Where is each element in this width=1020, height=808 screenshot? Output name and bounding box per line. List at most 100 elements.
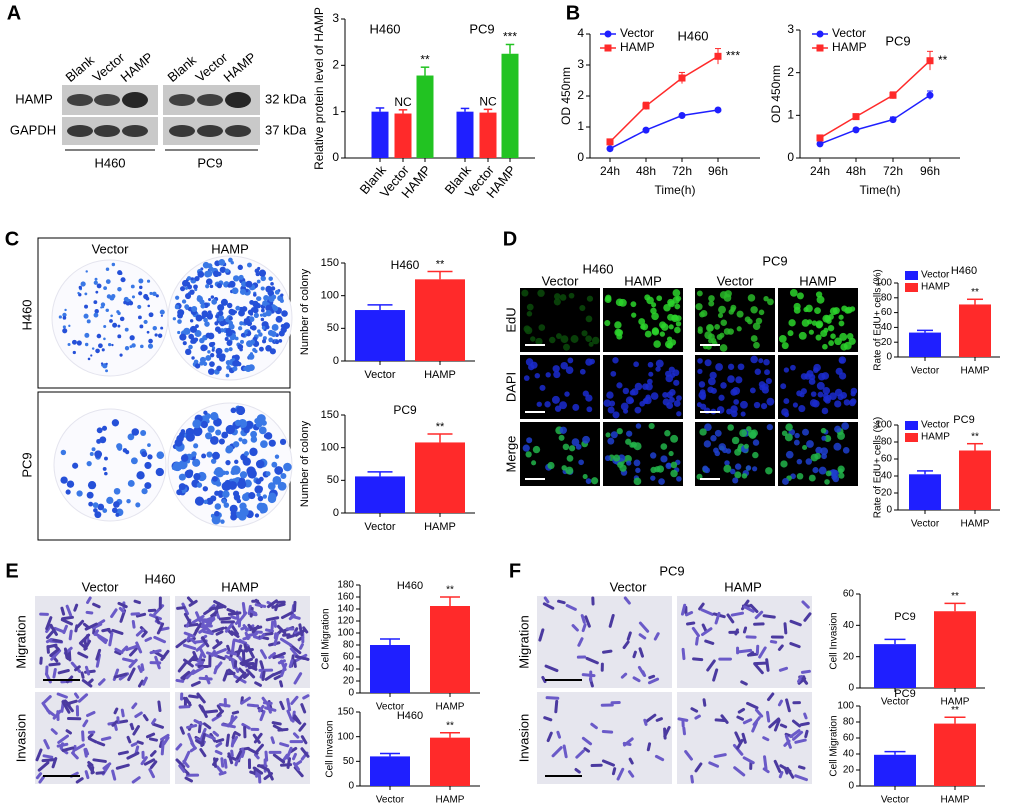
cell xyxy=(557,599,566,605)
cell xyxy=(655,717,663,722)
cell xyxy=(769,639,778,644)
colony xyxy=(274,340,280,345)
cell xyxy=(176,606,186,610)
colony xyxy=(228,347,233,352)
cell xyxy=(796,458,803,465)
cell xyxy=(135,641,143,654)
cell xyxy=(706,324,714,332)
cell xyxy=(799,721,810,727)
cell xyxy=(695,303,703,311)
cell xyxy=(848,337,856,345)
colony xyxy=(141,451,148,458)
cell xyxy=(695,636,699,646)
cell xyxy=(758,358,764,364)
cell xyxy=(789,642,801,649)
cell xyxy=(41,758,57,763)
colony xyxy=(278,338,283,343)
marker xyxy=(852,113,860,121)
colony xyxy=(221,499,227,504)
cell xyxy=(212,730,220,737)
colony xyxy=(111,294,116,299)
cell xyxy=(218,771,227,776)
marker xyxy=(816,140,824,148)
colony xyxy=(239,471,248,479)
cell xyxy=(823,396,830,403)
cell xyxy=(559,401,568,410)
colony xyxy=(248,353,255,360)
cell xyxy=(839,358,845,364)
cell xyxy=(560,361,568,370)
cell xyxy=(279,680,284,688)
cell xyxy=(195,642,206,652)
cell xyxy=(568,292,575,299)
colony xyxy=(87,357,91,361)
cell xyxy=(704,331,713,340)
cell xyxy=(114,647,124,654)
cell xyxy=(77,651,89,659)
cell xyxy=(635,467,641,474)
colony xyxy=(103,286,108,291)
group-title: H460 xyxy=(369,21,400,36)
size-label: 32 kDa xyxy=(265,91,307,106)
colony xyxy=(177,319,182,324)
cell xyxy=(155,616,161,625)
cell xyxy=(602,649,613,654)
cell xyxy=(647,677,660,685)
cell xyxy=(37,761,50,772)
colony xyxy=(105,362,108,366)
marker xyxy=(889,91,897,99)
cell xyxy=(143,758,156,766)
y-tick-label: 60 xyxy=(881,454,893,465)
cell xyxy=(818,466,827,475)
cell xyxy=(585,315,593,323)
cell xyxy=(148,768,156,779)
cell xyxy=(824,315,832,322)
cell xyxy=(135,628,145,637)
cell xyxy=(797,765,806,770)
y-axis-label: Cell Migration xyxy=(829,715,840,776)
colony xyxy=(117,311,121,316)
colony xyxy=(263,295,270,301)
cell xyxy=(204,709,219,714)
cell xyxy=(71,751,79,760)
y-axis-label: Cell Invasion xyxy=(325,720,336,777)
legend-marker xyxy=(816,44,824,52)
cell xyxy=(655,359,664,368)
cell xyxy=(633,361,639,368)
cell xyxy=(676,395,682,401)
y-tick-label: 150 xyxy=(321,257,339,269)
y-tick-label: 50 xyxy=(327,322,339,334)
colony xyxy=(214,490,220,496)
colony xyxy=(253,312,259,318)
cell xyxy=(50,728,58,735)
y-axis-label: Rate of EdU+ cells (%) xyxy=(873,269,884,370)
significance-label: ** xyxy=(938,53,948,67)
colony xyxy=(84,332,90,338)
cell xyxy=(651,312,659,321)
cell xyxy=(200,705,208,719)
cell xyxy=(672,289,681,297)
cell xyxy=(233,649,244,655)
cell xyxy=(160,649,170,661)
cell xyxy=(822,343,828,350)
cell xyxy=(131,702,138,710)
colony xyxy=(146,279,151,283)
cell xyxy=(824,479,830,485)
colony xyxy=(255,420,263,428)
cell xyxy=(526,437,533,444)
cell xyxy=(95,771,105,775)
cell xyxy=(805,458,813,465)
cell xyxy=(786,766,795,779)
colony xyxy=(214,510,220,517)
cell xyxy=(534,372,541,379)
colony xyxy=(203,410,208,415)
colony xyxy=(103,337,106,341)
cell xyxy=(523,375,530,381)
cell xyxy=(566,454,574,462)
colony xyxy=(257,266,261,271)
cell xyxy=(261,670,266,681)
cell xyxy=(784,433,793,442)
cell xyxy=(714,429,722,437)
colony xyxy=(205,278,213,286)
legend-label: Vector xyxy=(921,420,950,431)
